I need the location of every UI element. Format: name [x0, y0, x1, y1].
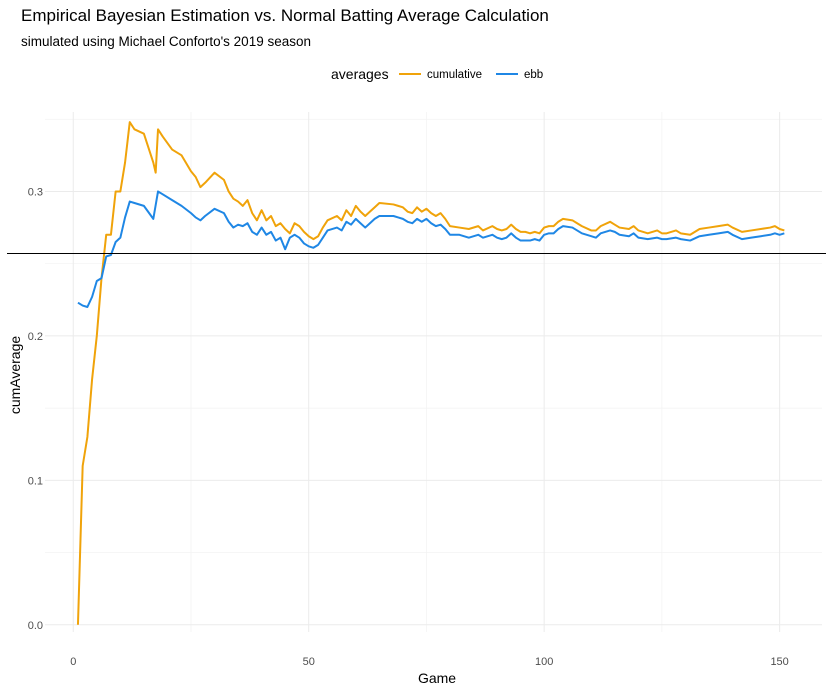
y-tick-label: 0.0 [28, 620, 43, 632]
series-line-cumulative [76, 121, 785, 625]
legend-label-ebb: ebb [524, 69, 543, 81]
y-tick-label: 0.2 [28, 331, 43, 343]
legend-label-cumulative: cumulative [427, 69, 482, 81]
legend: averages cumulative ebb [331, 66, 543, 82]
chart-subtitle: simulated using Michael Conforto's 2019 … [21, 34, 311, 49]
y-tick-label: 0.1 [28, 475, 43, 487]
y-tick-label: 0.3 [28, 186, 43, 198]
x-tick-label: 100 [535, 656, 553, 668]
x-tick-label: 150 [770, 656, 788, 668]
y-axis-title: cumAverage [7, 336, 23, 415]
x-tick-label: 50 [303, 656, 315, 668]
legend-title: averages [331, 66, 389, 82]
x-axis-title: Game [418, 670, 456, 686]
x-tick-label: 0 [70, 656, 76, 668]
tick-labels: 0 50 100 150 0.0 0.1 0.2 0.3 [28, 186, 789, 668]
chart-title: Empirical Bayesian Estimation vs. Normal… [21, 6, 549, 25]
grid [45, 112, 822, 632]
series-lines [76, 121, 785, 625]
series-line-ebb [77, 190, 785, 308]
